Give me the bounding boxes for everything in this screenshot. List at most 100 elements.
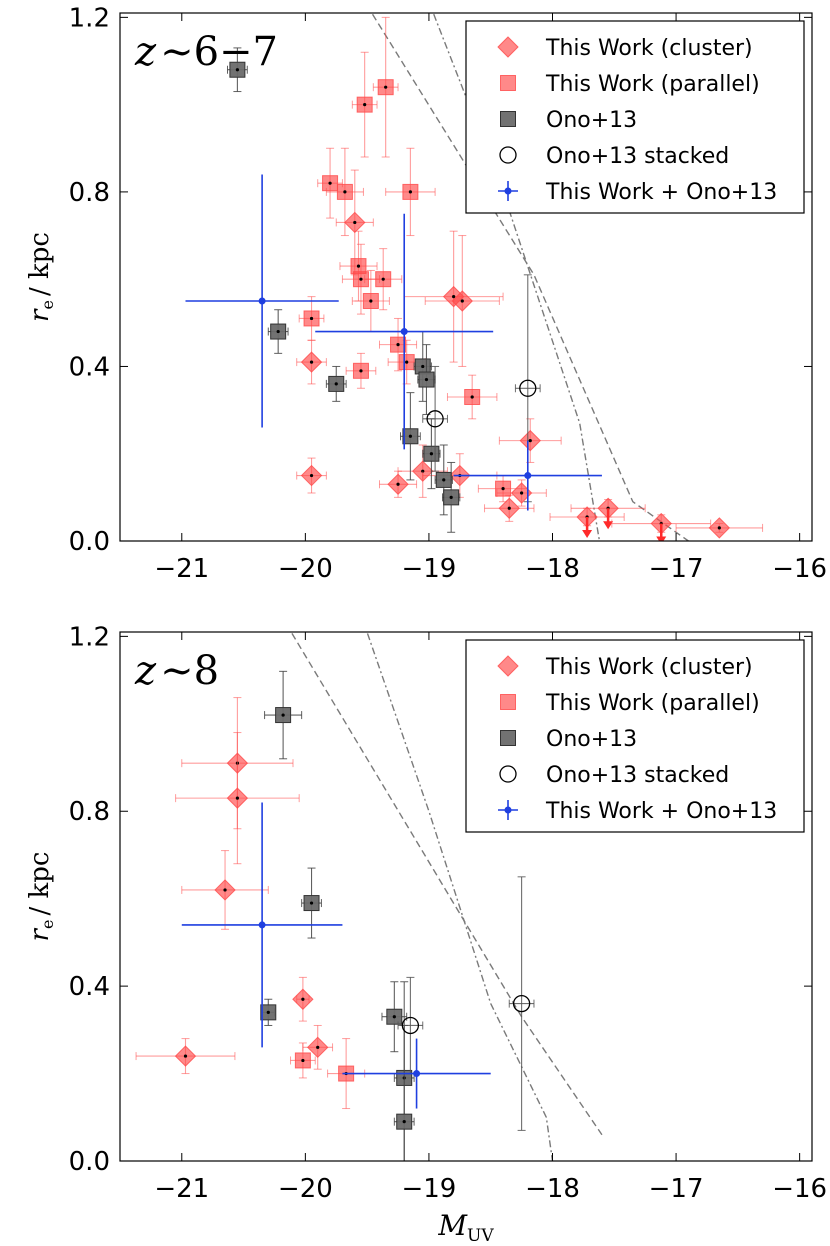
parallel-point-0 — [317, 147, 343, 219]
center-dot — [392, 1015, 396, 1019]
panel-label-range: ∼6−7 — [160, 29, 278, 75]
legend-item-ono: Ono+13 — [500, 108, 637, 133]
center-dot — [470, 395, 474, 399]
center-dot — [449, 495, 453, 499]
center-dot — [359, 277, 363, 281]
parallel-point-10 — [387, 339, 426, 385]
center-dot — [408, 434, 412, 438]
cluster-point-9 — [496, 479, 547, 507]
x-tick-label: −20 — [278, 554, 333, 584]
center-dot — [301, 997, 305, 1001]
center-dot — [429, 452, 433, 456]
legend-item-parallel: This Work (parallel) — [500, 72, 760, 97]
x-tick-label: −19 — [401, 1174, 456, 1204]
legend-item-cluster: This Work (cluster) — [497, 655, 753, 680]
center-dot — [452, 295, 456, 299]
cluster-point-5 — [302, 1024, 334, 1070]
legend-label: This Work (cluster) — [545, 655, 753, 680]
center-dot — [309, 360, 314, 364]
center-dot — [309, 901, 314, 905]
parallel-point-8 — [364, 248, 403, 311]
y-tick-label: 1.2 — [69, 622, 110, 652]
parallel-point-4 — [345, 352, 377, 389]
center-dot — [235, 68, 239, 72]
cluster-point-2 — [175, 732, 300, 865]
cluster-point-0 — [135, 1038, 236, 1075]
x-tick-label: −19 — [401, 554, 456, 584]
panel-z8: −21 −20 −19 −18 −17 −16 0.0 0.4 0.8 1.2 re / kpc MUV… — [25, 622, 827, 1246]
x-tick-label: −16 — [772, 554, 827, 584]
center-dot — [396, 343, 400, 347]
ono_stacked-point-0 — [422, 365, 448, 472]
cluster-point-2 — [335, 169, 374, 276]
axes-frame — [119, 12, 813, 542]
limit-line-dashdot — [366, 632, 554, 1161]
y-axis-label-symbol: r — [25, 308, 55, 322]
center-dot — [396, 482, 400, 486]
legend-label: This Work (parallel) — [545, 72, 760, 97]
combined-marker — [413, 1070, 421, 1078]
ono-point-0 — [264, 670, 303, 760]
center-dot — [359, 369, 363, 373]
x-tick-label: −20 — [278, 1174, 333, 1204]
combined-point-1 — [315, 213, 494, 450]
cluster-point-14 — [675, 517, 764, 539]
x-tick-label: −16 — [772, 1174, 827, 1204]
legend-item-combined: This Work + Ono+13 — [498, 799, 777, 824]
legend-marker — [499, 765, 517, 783]
center-dot — [334, 382, 338, 386]
combined-point-2 — [453, 440, 602, 511]
y-axis-label: re / kpc — [25, 852, 57, 942]
legend-item-parallel: This Work (parallel) — [500, 691, 760, 716]
panel-label-z: z — [134, 29, 157, 75]
ono-point-8 — [442, 461, 461, 533]
center-dot — [316, 1045, 320, 1049]
cluster-point-10 — [498, 418, 562, 463]
y-axis-label-subscript: e — [38, 920, 57, 929]
x-tick-label: −17 — [649, 1174, 704, 1204]
center-dot — [507, 506, 511, 510]
cluster-point-4 — [292, 976, 314, 1022]
legend-box — [465, 639, 805, 833]
panel-z6-7: −21 −20 −19 −18 −17 −16 0.0 0.4 0.8 1.2 re / kpc z ∼6… — [25, 3, 827, 584]
upper-limit-arrowhead — [603, 521, 614, 530]
legend: This Work (cluster) This Work (parallel) O… — [465, 20, 805, 214]
center-dot — [460, 299, 464, 303]
legend-item-combined: This Work + Ono+13 — [498, 180, 777, 205]
legend-item-ono_stacked: Ono+13 stacked — [499, 144, 729, 169]
center-dot — [309, 316, 314, 321]
cluster-point-3 — [379, 470, 418, 498]
cluster-point-8 — [484, 494, 535, 522]
center-dot — [369, 299, 373, 303]
cluster-point-4 — [397, 444, 448, 498]
parallel-point-11 — [385, 147, 436, 237]
y-axis-label: re / kpc — [25, 232, 57, 322]
legend-cross-dot — [504, 187, 512, 195]
center-dot — [183, 1054, 188, 1058]
center-dot — [235, 796, 239, 800]
y-tick-label: 0.0 — [69, 1147, 110, 1177]
center-dot — [363, 103, 367, 107]
legend-item-ono_stacked: Ono+13 stacked — [499, 763, 729, 788]
x-tick-label: −18 — [525, 1174, 580, 1204]
parallel-point-7 — [372, 16, 399, 158]
center-dot — [223, 888, 227, 892]
ono-point-1 — [267, 309, 289, 354]
center-dot — [276, 329, 280, 334]
legend: This Work (cluster) This Work (parallel) O… — [465, 639, 805, 833]
x-tick-label: −21 — [154, 554, 209, 584]
combined-marker — [400, 328, 408, 336]
ono-point-3 — [381, 981, 408, 1053]
parallel-point-5 — [351, 51, 378, 158]
center-dot — [266, 1010, 270, 1014]
cluster-point-0 — [296, 339, 327, 385]
legend-label: Ono+13 stacked — [546, 763, 729, 788]
ono_stacked-marker — [426, 410, 444, 428]
ono_stacked-point-1 — [508, 876, 535, 1131]
y-tick-label: 0.0 — [69, 527, 110, 557]
center-dot — [442, 478, 446, 482]
parallel-point-13 — [446, 374, 498, 420]
panel-label-z: z — [134, 648, 157, 694]
combined-point-1 — [342, 1038, 491, 1109]
